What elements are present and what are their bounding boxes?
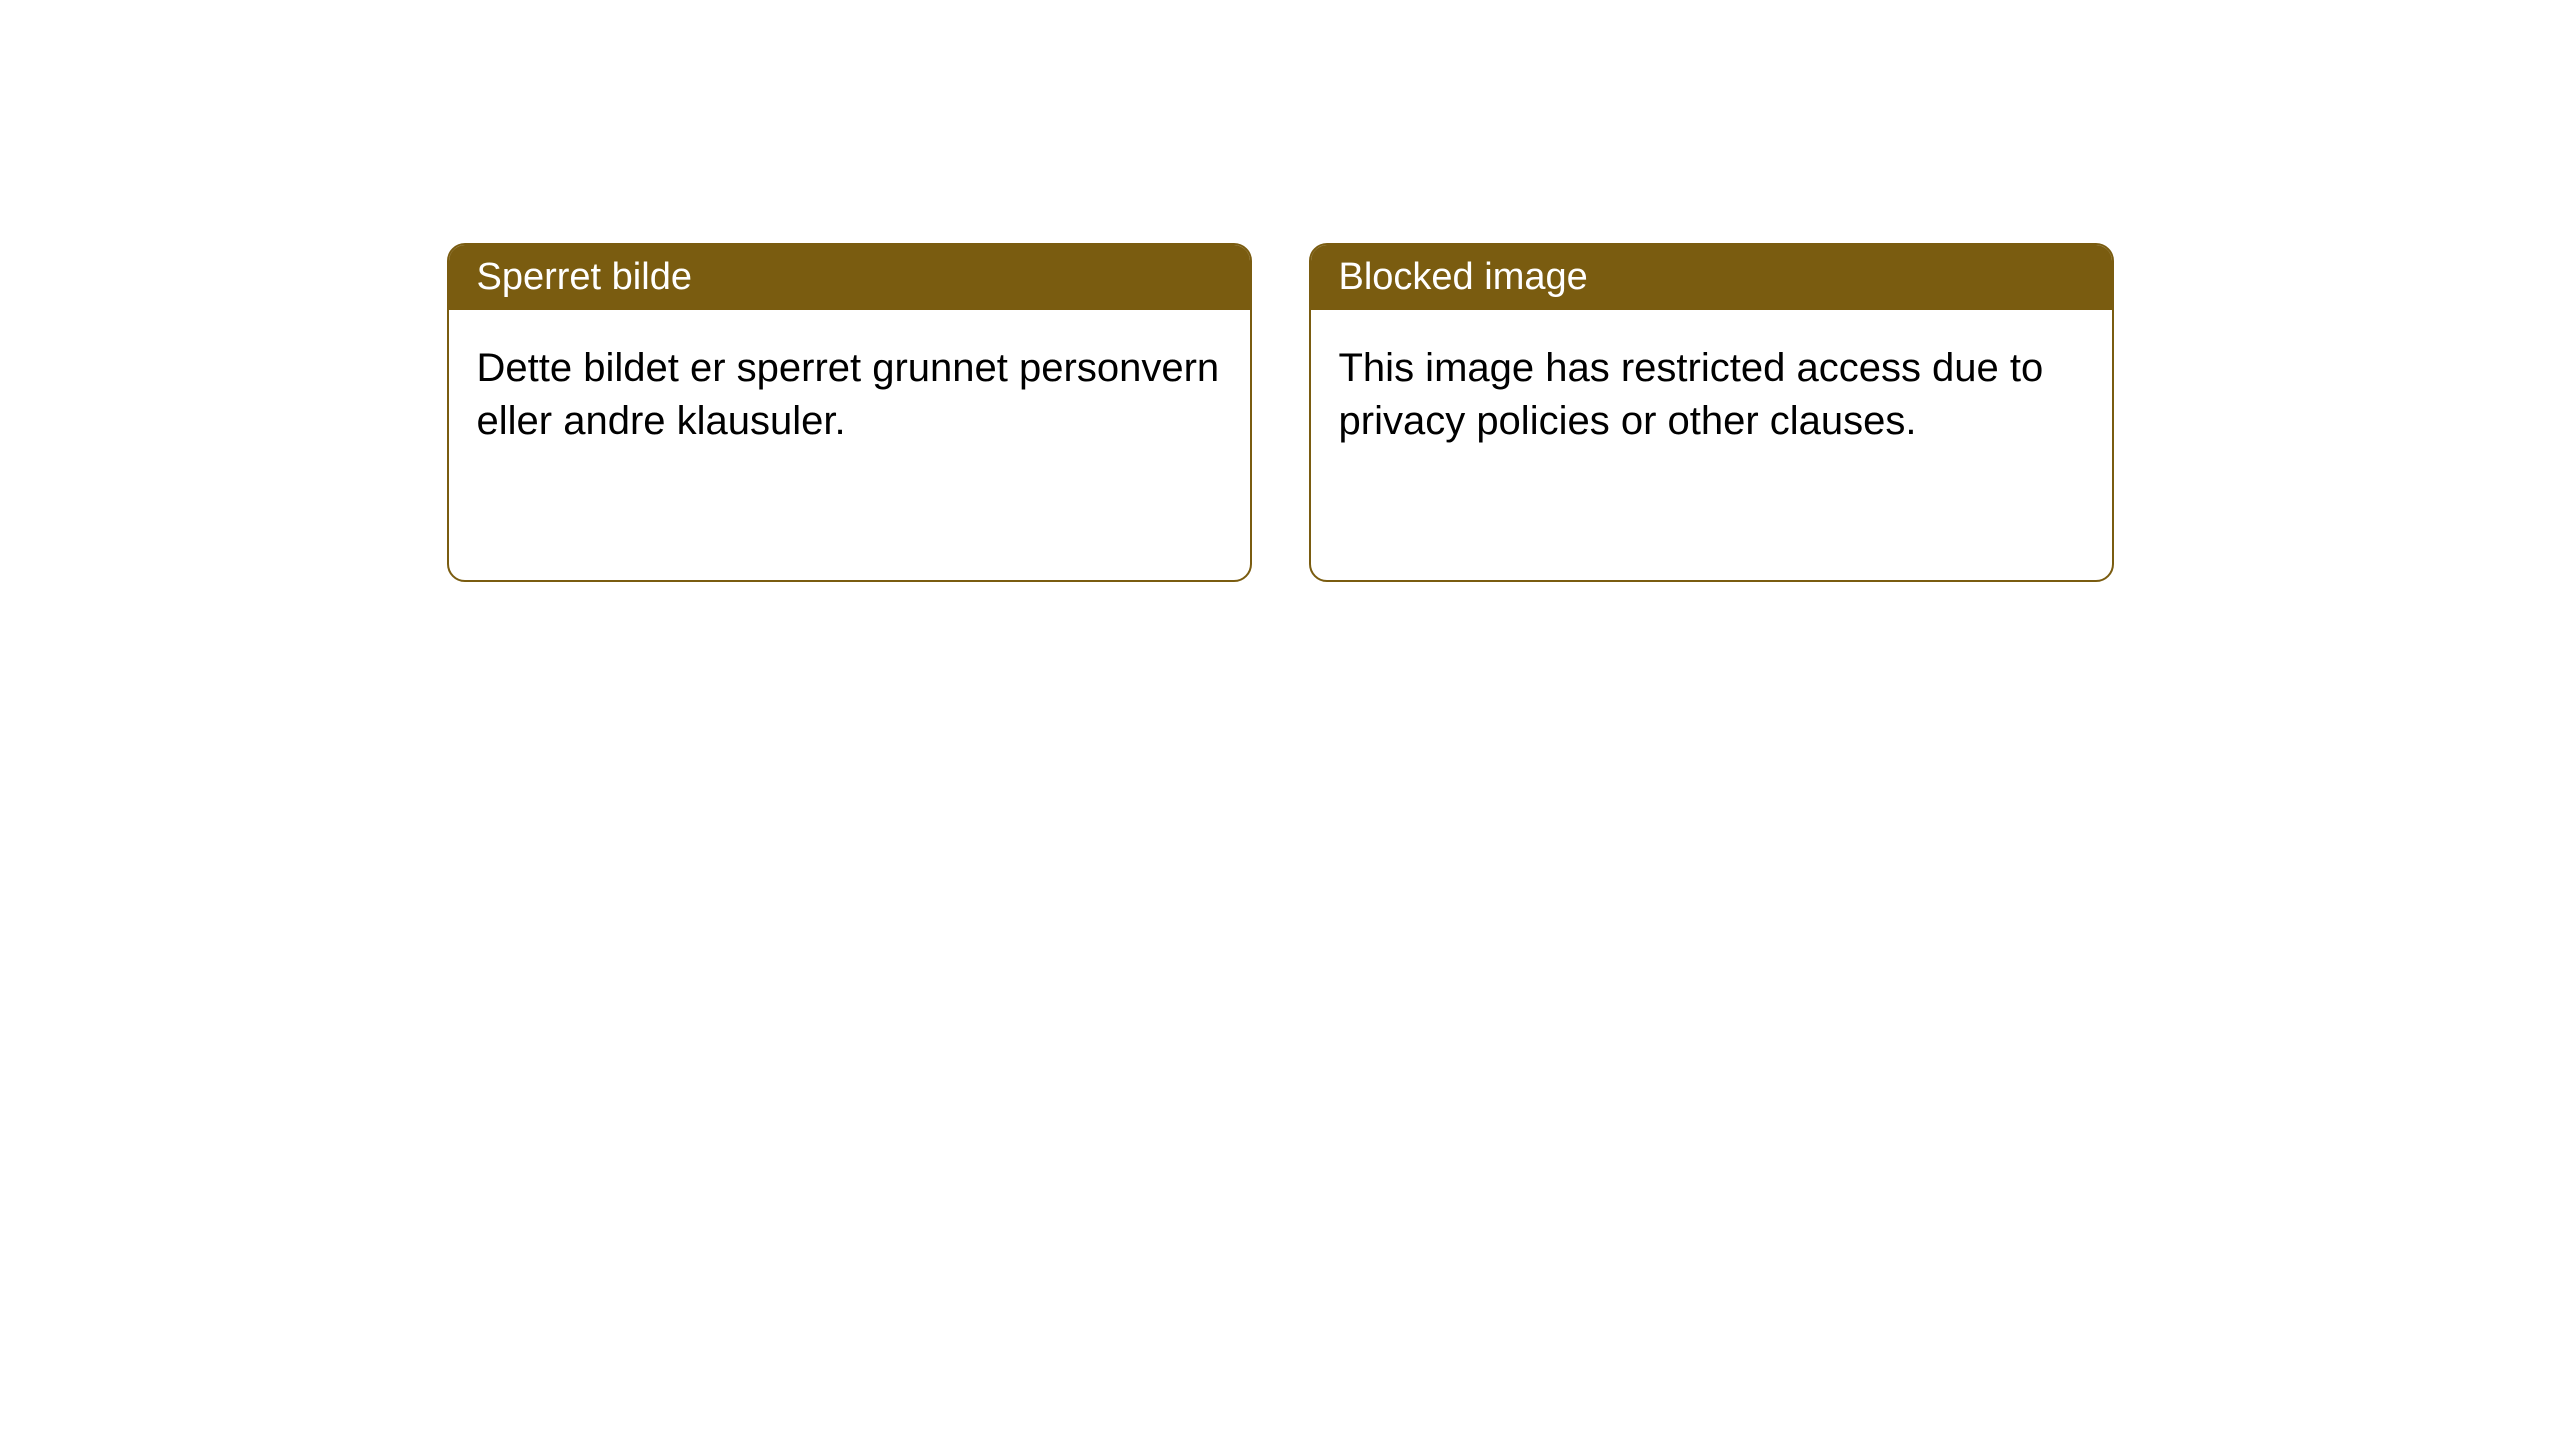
- card-header: Blocked image: [1311, 245, 2112, 310]
- card-title: Sperret bilde: [477, 256, 692, 298]
- cards-container: Sperret bilde Dette bildet er sperret gr…: [447, 243, 2114, 582]
- card-message: This image has restricted access due to …: [1339, 346, 2044, 443]
- card-title: Blocked image: [1339, 256, 1588, 298]
- card-message: Dette bildet er sperret grunnet personve…: [477, 346, 1220, 443]
- card-header: Sperret bilde: [449, 245, 1250, 310]
- notice-card-norwegian: Sperret bilde Dette bildet er sperret gr…: [447, 243, 1252, 582]
- card-body: Dette bildet er sperret grunnet personve…: [449, 310, 1250, 580]
- notice-card-english: Blocked image This image has restricted …: [1309, 243, 2114, 582]
- card-body: This image has restricted access due to …: [1311, 310, 2112, 580]
